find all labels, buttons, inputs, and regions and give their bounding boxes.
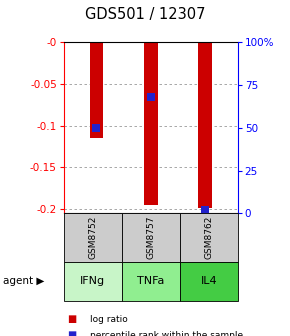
Bar bbox=[90, 42, 103, 138]
Text: ■: ■ bbox=[67, 330, 76, 336]
Text: GSM8762: GSM8762 bbox=[204, 216, 213, 259]
Text: log ratio: log ratio bbox=[90, 315, 128, 324]
Text: TNFa: TNFa bbox=[137, 277, 164, 286]
Point bbox=[94, 125, 99, 130]
Text: agent ▶: agent ▶ bbox=[3, 277, 44, 286]
Point bbox=[148, 94, 153, 99]
Text: IL4: IL4 bbox=[200, 277, 217, 286]
Text: IFNg: IFNg bbox=[80, 277, 105, 286]
Point bbox=[203, 207, 207, 213]
Text: ■: ■ bbox=[67, 314, 76, 324]
Text: GSM8752: GSM8752 bbox=[88, 216, 97, 259]
Bar bbox=[198, 42, 212, 208]
Text: percentile rank within the sample: percentile rank within the sample bbox=[90, 331, 243, 336]
Text: GSM8757: GSM8757 bbox=[146, 216, 155, 259]
Bar bbox=[144, 42, 157, 205]
Text: GDS501 / 12307: GDS501 / 12307 bbox=[85, 7, 205, 22]
